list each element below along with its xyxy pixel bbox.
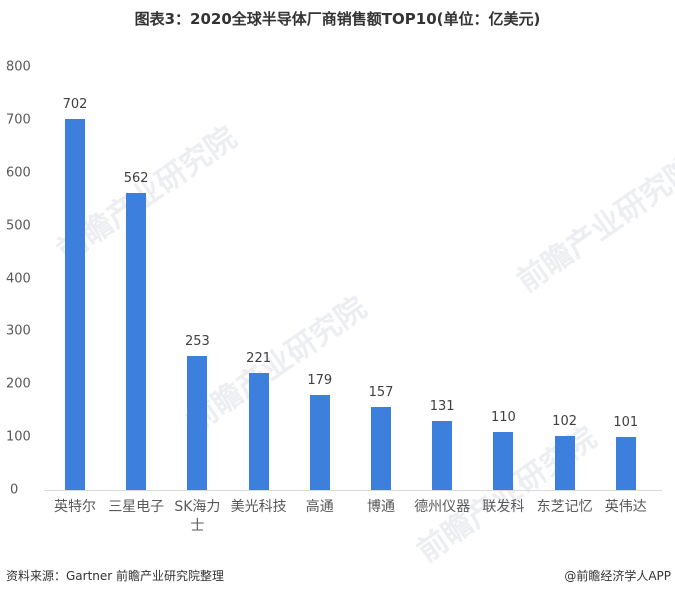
- bar: [615, 436, 636, 490]
- y-tick: 300: [6, 323, 31, 339]
- bar: [493, 431, 514, 490]
- bar: [554, 436, 575, 490]
- credit-note: @前瞻经济学人APP: [564, 569, 671, 583]
- watermark: 前瞻产业研究院: [510, 150, 675, 300]
- bar: [126, 192, 147, 490]
- data-label: 102: [552, 414, 577, 430]
- category-label: SK海力士: [174, 499, 221, 534]
- bar: [371, 406, 391, 490]
- data-label: 131: [429, 398, 455, 414]
- bar: [309, 395, 330, 490]
- data-label: 110: [490, 409, 516, 425]
- data-label: 221: [246, 351, 271, 367]
- category-label: 美光科技: [230, 499, 287, 515]
- bar: [432, 420, 453, 490]
- category-label: 德州仪器: [414, 499, 471, 515]
- data-label: 562: [123, 170, 149, 186]
- x-axis-line: [44, 490, 662, 491]
- bar: [187, 356, 208, 490]
- y-tick: 100: [6, 429, 31, 445]
- chart-title: 图表3：2020全球半导体厂商销售额TOP10(单位：亿美元): [134, 10, 541, 28]
- y-tick: 700: [6, 112, 31, 128]
- y-tick: 400: [6, 271, 31, 287]
- source-note: 资料来源：Gartner 前瞻产业研究院整理: [6, 569, 225, 583]
- category-label: 博通: [367, 499, 395, 515]
- data-label: 253: [184, 334, 210, 350]
- category-label: 英伟达: [604, 499, 647, 515]
- data-label: 157: [368, 384, 394, 400]
- category-label: 英特尔: [54, 499, 96, 515]
- category-label: 东芝记忆: [536, 499, 593, 515]
- category-label: 三星电子: [108, 499, 165, 515]
- y-tick: 500: [6, 218, 31, 234]
- data-label: 179: [307, 373, 333, 389]
- data-label: 702: [62, 96, 88, 112]
- data-label: 101: [613, 414, 639, 430]
- category-label: 高通: [305, 499, 334, 515]
- bar: [248, 373, 269, 490]
- category-label: 联发科: [482, 499, 525, 515]
- y-tick: 200: [6, 376, 31, 392]
- y-tick: 800: [6, 59, 31, 75]
- y-tick: 0: [10, 482, 19, 498]
- bar: [65, 118, 85, 490]
- y-tick: 600: [6, 165, 31, 181]
